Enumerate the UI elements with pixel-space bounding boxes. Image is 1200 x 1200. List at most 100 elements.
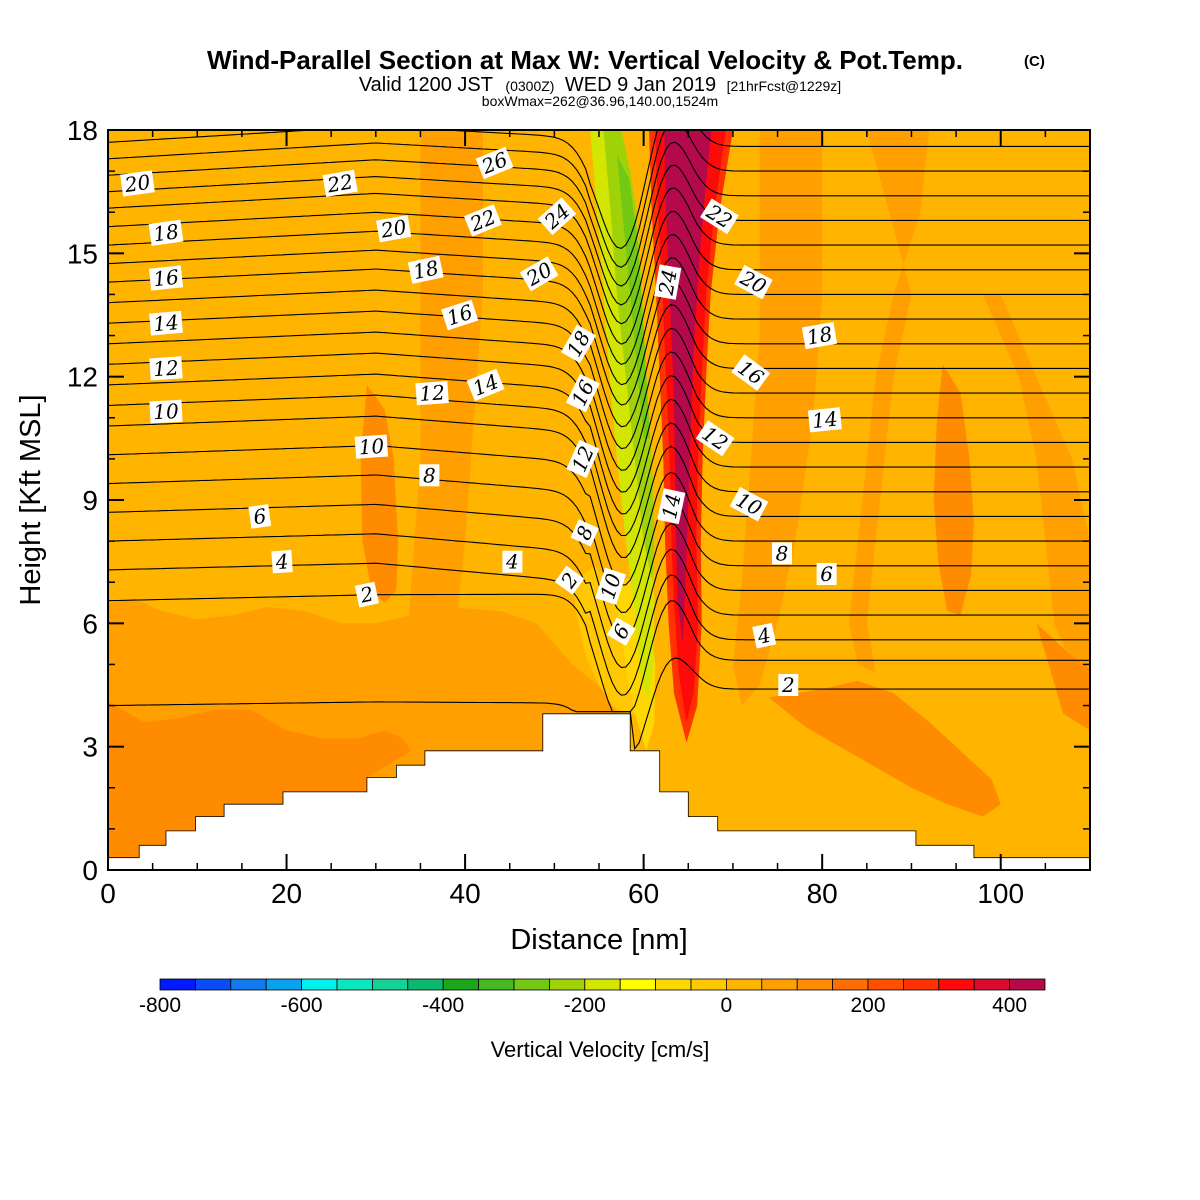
colorbar-swatch — [796, 978, 834, 991]
theta-contour-21 — [108, 130, 1090, 268]
theta-contour-16 — [108, 230, 1090, 366]
velocity-region-11 — [572, 565, 635, 714]
contour-label-box — [734, 264, 773, 300]
contour-label-box — [606, 617, 636, 646]
colorbar-title: Vertical Velocity [cm/s] — [491, 1037, 710, 1062]
theta-contour-13 — [108, 289, 1090, 428]
subtitle-valid: Valid 1200 JST — [359, 74, 493, 96]
theta-contour-15 — [108, 249, 1090, 386]
contour-label-box — [595, 567, 627, 605]
contour-label-text: 18 — [805, 322, 834, 350]
theta-contour-2 — [108, 562, 1090, 696]
contour-label-text: 14 — [657, 491, 686, 521]
colorbar-swatch — [938, 978, 975, 991]
contour-label-9: 22 — [322, 169, 358, 198]
contour-label-box — [466, 368, 505, 402]
chart-subtitle-2: boxWmax=262@36.96,140.00,1524m — [482, 93, 718, 109]
velocity-region-3 — [982, 294, 1090, 681]
colorbar-tick-label: -800 — [139, 994, 181, 1017]
contour-label-box — [778, 674, 799, 696]
colorbar-swatch — [159, 978, 196, 991]
contour-label-36: 8 — [772, 541, 792, 565]
contour-label-17: 4 — [502, 550, 523, 574]
theta-contour-8 — [108, 394, 1090, 537]
colorbar-swatch — [407, 978, 444, 991]
contour-label-box — [729, 486, 769, 522]
contour-label-box — [772, 542, 792, 565]
colorbar-swatch — [230, 978, 267, 991]
contour-label-box — [752, 622, 777, 649]
y-axis-label: Height [Kft MSL] — [15, 394, 47, 605]
colorbar-swatch — [442, 978, 480, 991]
potential-temperature-contours — [108, 130, 1090, 751]
x-tick-label: 100 — [977, 878, 1024, 909]
contour-label-box — [376, 215, 412, 243]
velocity-region-8 — [108, 701, 412, 858]
subtitle-zulu: (0300Z) — [505, 78, 554, 94]
theta-contour-1 — [108, 593, 1090, 713]
x-tick-label: 60 — [628, 878, 659, 909]
contour-label-text: 18 — [152, 219, 181, 246]
x-tick-label: 40 — [450, 878, 481, 909]
chart-subtitle: Valid 1200 JST (0300Z) WED 9 Jan 2019 [2… — [359, 74, 841, 96]
colorbar: -800 -600 -400 -200 0 200 400 — [139, 978, 1046, 1017]
velocity-region-2 — [849, 130, 930, 673]
contour-label-11: 18 — [407, 255, 444, 284]
contour-label-37: 6 — [816, 562, 837, 586]
y-tick-label: 15 — [67, 238, 98, 269]
velocity-region-10 — [768, 680, 1001, 817]
contour-label-box — [120, 170, 155, 197]
contour-label-box — [695, 420, 735, 457]
contour-label-box — [816, 563, 837, 585]
colorbar-tick-label: 200 — [850, 994, 885, 1017]
contour-label-box — [415, 381, 449, 406]
contour-label-text: 8 — [423, 463, 436, 487]
contour-label-40: 18 — [801, 322, 838, 350]
colorbar-swatch — [832, 978, 869, 991]
contour-label-text: 10 — [358, 434, 385, 460]
theta-contour-0 — [108, 657, 1090, 751]
colorbar-swatch — [549, 978, 586, 991]
contour-label-4: 12 — [149, 356, 183, 382]
contour-label-box — [419, 464, 440, 487]
contour-label-box — [148, 219, 184, 246]
y-tick-label: 0 — [82, 855, 98, 886]
contour-label-box — [148, 265, 184, 291]
contour-label-text: 20 — [122, 170, 152, 197]
theta-contour-18 — [108, 187, 1090, 325]
contour-label-box — [407, 255, 444, 284]
contour-label-text: 22 — [324, 169, 354, 197]
theta-contour-17 — [108, 210, 1090, 345]
contour-label-text: 24 — [653, 267, 681, 297]
x-axis-label: Distance [nm] — [510, 924, 687, 956]
contour-label-text: 2 — [357, 582, 375, 608]
contour-label-text: 4 — [754, 623, 772, 649]
contour-label-text: 12 — [419, 380, 446, 406]
contour-label-box — [570, 519, 599, 547]
theta-contour-6 — [108, 445, 1090, 586]
contour-label-box — [149, 356, 183, 381]
contour-label-text: 20 — [378, 215, 408, 243]
contour-label-box — [475, 146, 514, 180]
colorbar-swatch — [1009, 978, 1046, 991]
contour-label-39: 2 — [778, 673, 799, 697]
theta-contour-19 — [108, 164, 1090, 306]
contour-label-38: 4 — [752, 622, 777, 649]
contour-label-box — [566, 439, 600, 478]
theta-contour-11 — [108, 331, 1090, 471]
y-tick-label: 18 — [67, 115, 98, 146]
velocity-region-15 — [616, 154, 650, 439]
contour-label-box — [322, 169, 358, 198]
contour-label-box — [560, 324, 597, 364]
contour-label-box — [565, 373, 600, 413]
colorbar-swatch — [867, 978, 904, 991]
contour-label-text: 6 — [252, 504, 268, 530]
terrain-edge — [108, 713, 1090, 859]
contour-label-text: 12 — [152, 356, 179, 382]
colorbar-swatch — [584, 978, 621, 991]
colorbar-tick-label: 400 — [992, 994, 1027, 1017]
contour-label-text: 14 — [152, 310, 179, 336]
x-tick-label: 80 — [807, 878, 838, 909]
contour-label-text: 6 — [820, 562, 833, 586]
